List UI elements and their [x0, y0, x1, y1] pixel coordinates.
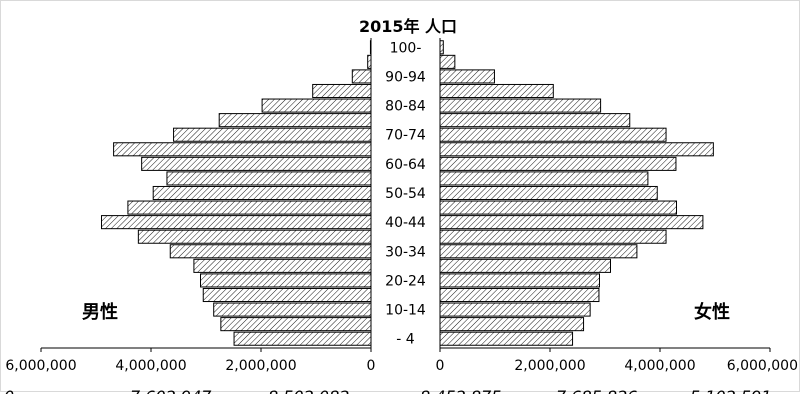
- male-bar-85-89: [312, 83, 372, 99]
- female-bar-10-14: [439, 302, 591, 317]
- female-bar-55-59: [439, 171, 649, 186]
- chart-title: 2015年 人口: [359, 17, 457, 36]
- age-label: 20-24: [385, 273, 426, 289]
- female-bar-20-24: [439, 273, 600, 288]
- male-bar-20-24: [200, 273, 372, 288]
- age-label: 40-44: [385, 215, 426, 231]
- cut-off-value: 0: [4, 387, 14, 394]
- female-bar-70-74: [439, 127, 667, 142]
- female-label: 女性: [694, 301, 730, 323]
- male-bar-25-29: [193, 258, 372, 273]
- male-bar-45-49: [127, 200, 372, 215]
- male-bar-65-69: [113, 142, 372, 157]
- male-bar-5-9: [220, 317, 372, 332]
- male-bar-0-4: [233, 331, 372, 346]
- male-bar-55-59: [166, 171, 372, 186]
- male-bar-80-84: [261, 98, 372, 113]
- male-axis-tick-label: 0: [367, 358, 376, 374]
- female-axis-tick-label: 4,000,000: [624, 358, 695, 374]
- age-label: 60-64: [385, 157, 426, 173]
- female-bar-40-44: [439, 215, 704, 230]
- male-bar-35-39: [137, 229, 372, 244]
- cut-off-value: 8,452,875: [420, 387, 501, 394]
- male-bar-40-44: [101, 215, 372, 230]
- male-axis-tick-label: 4,000,000: [115, 358, 186, 374]
- female-bar-60-64: [439, 156, 677, 171]
- cut-off-value: 7,602,947: [130, 387, 212, 394]
- male-bar-70-74: [173, 127, 372, 142]
- male-label: 男性: [82, 301, 118, 323]
- cut-off-bottom-row: 0 7,602,947 8,502,082 8,452,875 7,685,826 5,1…: [4, 387, 771, 394]
- male-bar-10-14: [213, 302, 372, 317]
- female-bar-15-19: [439, 287, 600, 303]
- female-bar-5-9: [439, 317, 585, 332]
- female-bar-75-79: [439, 113, 631, 128]
- male-bar-15-19: [202, 287, 372, 303]
- female-bar-95-99: [439, 54, 456, 69]
- female-bar-30-34: [439, 244, 638, 259]
- age-labels-layer: - 4 10-14 20-24 30-34 40-44 50-54 60-64 70-74 80…: [385, 40, 426, 347]
- male-bar-75-79: [218, 113, 372, 128]
- female-bar-35-39: [439, 229, 667, 244]
- male-bar-30-34: [169, 244, 372, 259]
- x-axis: 6,000,000 4,000,000 2,000,000 0 0 2,000,000 4,…: [5, 38, 798, 374]
- male-bar-50-54: [152, 185, 372, 201]
- female-axis-tick-label: 6,000,000: [727, 358, 798, 374]
- bars-layer: [101, 40, 714, 346]
- male-bar-60-64: [141, 156, 372, 171]
- female-bar-45-49: [439, 200, 677, 215]
- female-bar-25-29: [439, 258, 611, 273]
- cut-off-value: 8,502,082: [268, 387, 349, 394]
- female-bar-90-94: [439, 69, 495, 84]
- age-label: 90-94: [385, 69, 426, 85]
- female-bar-85-89: [439, 83, 554, 99]
- age-label: 100-: [390, 40, 422, 56]
- male-axis-tick-label: 2,000,000: [225, 358, 296, 374]
- age-label: - 4: [396, 332, 415, 348]
- male-axis-tick-label: 6,000,000: [5, 358, 76, 374]
- female-axis-tick-label: 0: [436, 358, 445, 374]
- male-bar-90-94: [351, 69, 372, 84]
- age-label: 10-14: [385, 303, 426, 319]
- female-bar-50-54: [439, 185, 658, 201]
- cut-off-value: 7,685,826: [556, 387, 637, 394]
- cut-off-value: 5,102,591: [690, 387, 771, 394]
- female-bar-0-4: [439, 331, 574, 346]
- age-label: 80-84: [385, 99, 426, 115]
- female-bar-65-69: [439, 142, 714, 157]
- female-axis-tick-label: 2,000,000: [514, 358, 585, 374]
- age-label: 30-34: [385, 244, 426, 260]
- female-bar-80-84: [439, 98, 602, 113]
- age-label: 50-54: [385, 186, 426, 202]
- age-label: 70-74: [385, 128, 426, 144]
